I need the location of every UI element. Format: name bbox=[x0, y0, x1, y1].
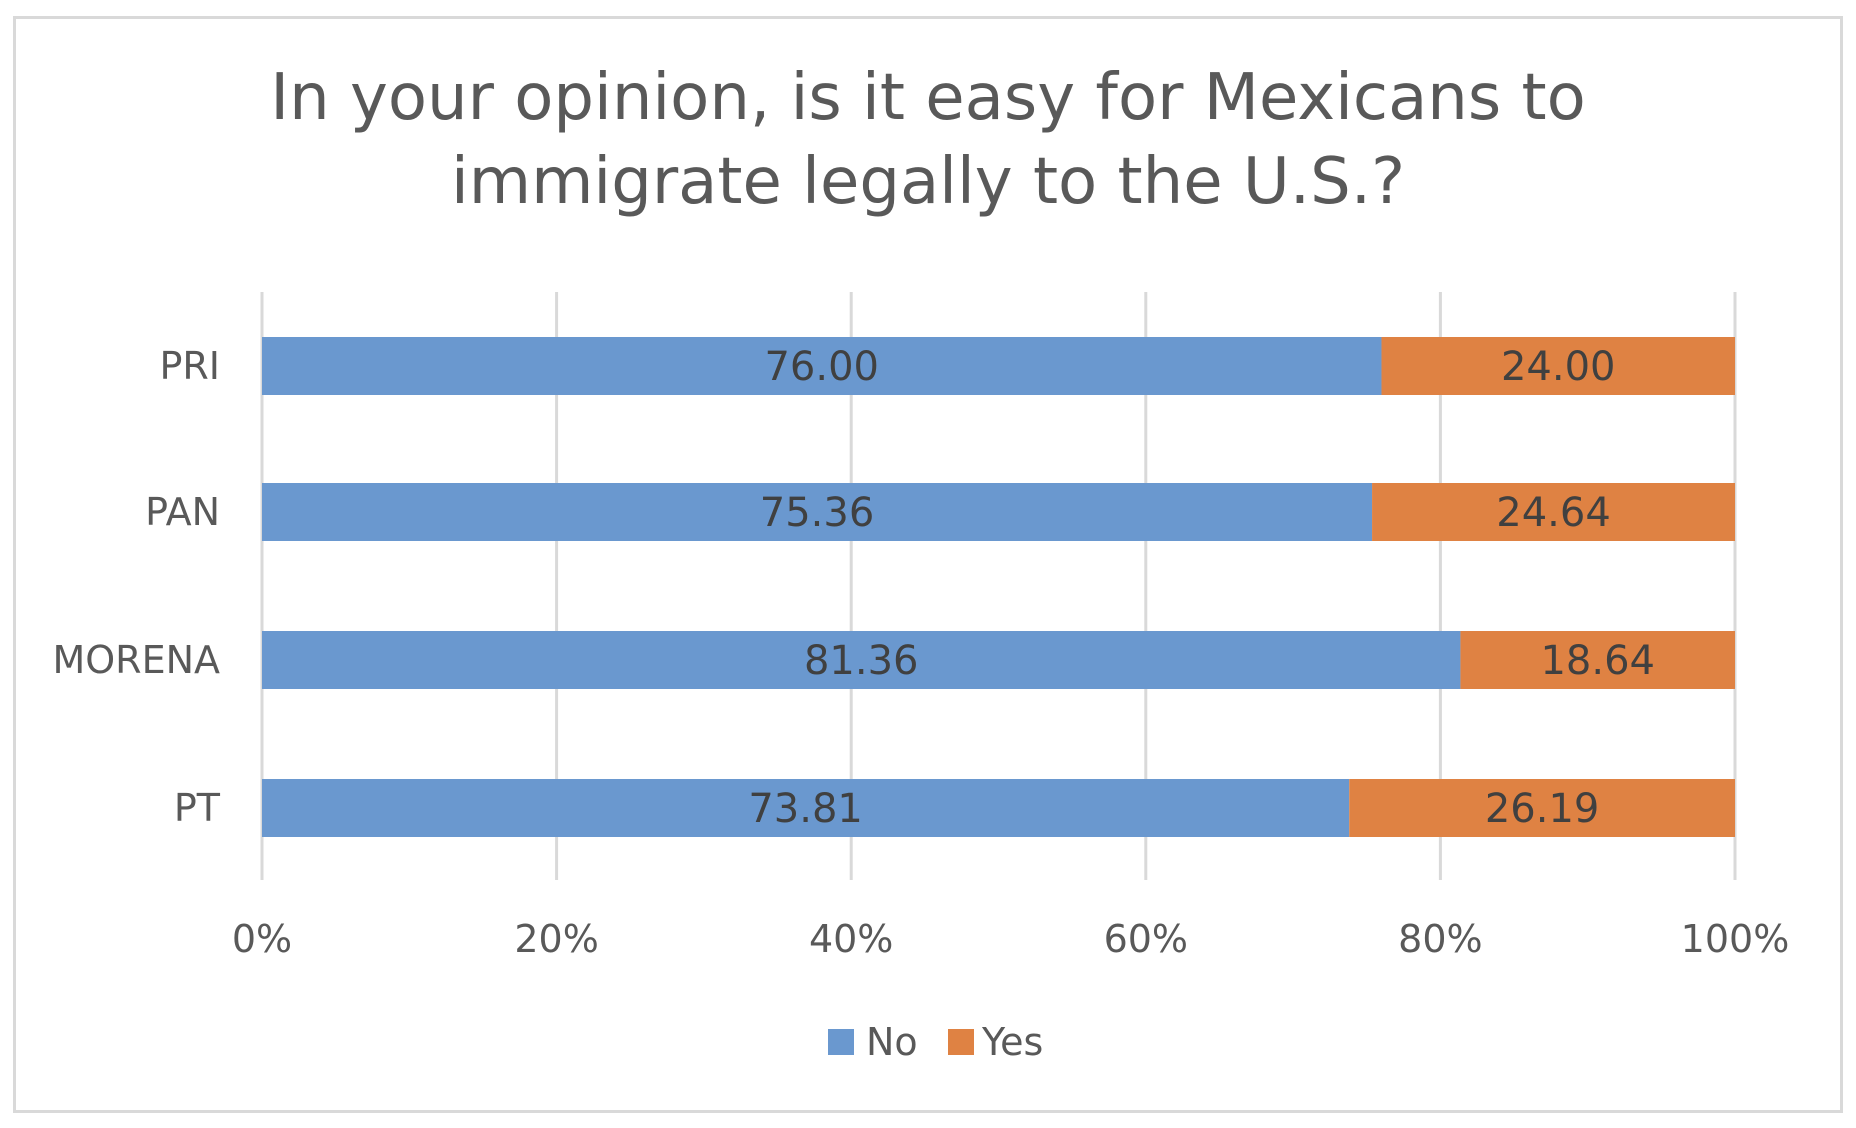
data-label: 24.00 bbox=[1501, 344, 1616, 390]
bar-no bbox=[262, 483, 1373, 541]
legend-swatch-no bbox=[828, 1029, 854, 1055]
chart-title-line-1: In your opinion, is it easy for Mexicans… bbox=[270, 61, 1586, 135]
x-tick-label: 20% bbox=[514, 917, 598, 961]
data-label: 24.64 bbox=[1496, 490, 1611, 536]
category-label: PT bbox=[174, 786, 221, 830]
bar-no bbox=[262, 779, 1350, 837]
data-label: 81.36 bbox=[804, 638, 919, 684]
data-label: 73.81 bbox=[748, 786, 863, 832]
data-label: 18.64 bbox=[1540, 638, 1655, 684]
data-label: 26.19 bbox=[1485, 786, 1600, 832]
bar-no bbox=[262, 631, 1461, 689]
category-label: PRI bbox=[159, 344, 220, 388]
legend-swatch-yes bbox=[948, 1029, 974, 1055]
chart-title-line-2: immigrate legally to the U.S.? bbox=[450, 145, 1406, 219]
bar-yes bbox=[1381, 337, 1735, 395]
category-label: MORENA bbox=[52, 638, 220, 682]
data-label: 75.36 bbox=[760, 490, 875, 536]
x-tick-label: 40% bbox=[809, 917, 893, 961]
category-label: PAN bbox=[145, 490, 220, 534]
bar-yes bbox=[1372, 483, 1735, 541]
x-tick-label: 0% bbox=[232, 917, 292, 961]
x-tick-label: 60% bbox=[1104, 917, 1188, 961]
chart-title: In your opinion, is it easy for Mexicans… bbox=[0, 56, 1856, 224]
x-tick-label: 100% bbox=[1681, 917, 1790, 961]
legend-label-no: No bbox=[866, 1020, 918, 1064]
legend-label-yes: Yes bbox=[981, 1020, 1043, 1064]
bar-yes bbox=[1349, 779, 1735, 837]
bar-no bbox=[262, 337, 1382, 395]
chart-frame bbox=[13, 16, 1843, 1113]
x-tick-label: 80% bbox=[1398, 917, 1482, 961]
bar-yes bbox=[1460, 631, 1735, 689]
data-label: 76.00 bbox=[764, 344, 879, 390]
